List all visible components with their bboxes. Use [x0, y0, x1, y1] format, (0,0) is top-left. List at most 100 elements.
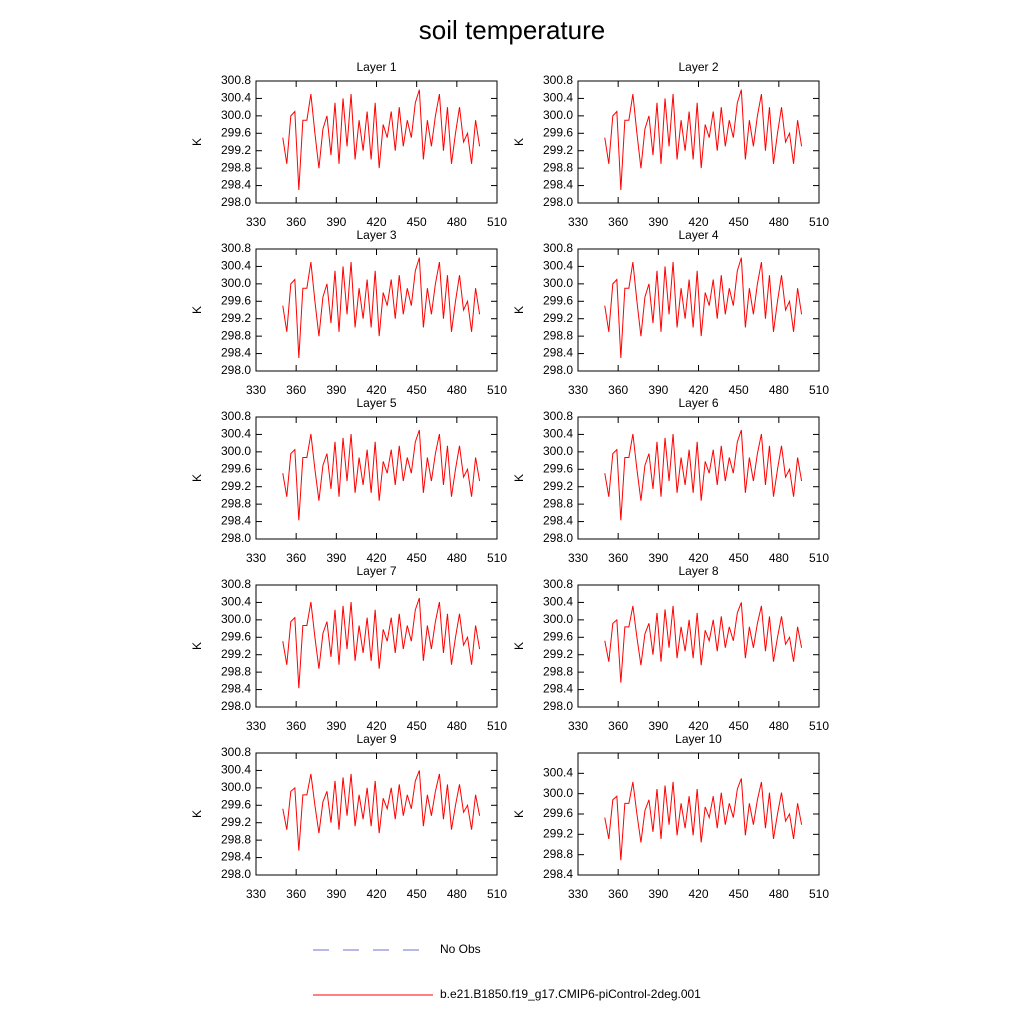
y-axis-label: K [512, 138, 526, 146]
y-tick-label: 298.4 [543, 867, 573, 881]
plot-frame [255, 416, 498, 540]
x-tick-label: 420 [688, 887, 708, 901]
x-tick-label: 480 [447, 887, 467, 901]
panel-title: Layer 9 [356, 732, 396, 746]
y-tick-label: 300.4 [221, 427, 251, 441]
y-tick-label: 299.6 [221, 629, 251, 643]
y-axis-label: K [190, 306, 204, 314]
y-tick-label: 300.8 [221, 73, 251, 87]
y-tick-label: 298.4 [221, 514, 251, 528]
x-tick-label: 330 [246, 551, 266, 565]
x-tick-label: 390 [326, 215, 346, 229]
y-tick-label: 300.0 [221, 612, 251, 626]
data-line [282, 770, 481, 851]
x-tick-label: 420 [366, 887, 386, 901]
x-tick-label: 450 [729, 215, 749, 229]
data-line [282, 89, 481, 190]
data-line [604, 778, 803, 861]
y-axis-label: K [190, 474, 204, 482]
y-tick-label: 298.0 [543, 195, 573, 209]
y-tick-label: 298.0 [221, 531, 251, 545]
y-tick-label: 300.8 [543, 577, 573, 591]
y-tick-label: 298.0 [221, 867, 251, 881]
y-axis-label: K [190, 810, 204, 818]
plot-frame [255, 584, 498, 708]
x-tick-label: 420 [366, 215, 386, 229]
panel-title: Layer 2 [678, 60, 718, 74]
plot-frame [255, 752, 498, 876]
y-tick-label: 298.8 [543, 328, 573, 342]
y-tick-label: 298.8 [543, 664, 573, 678]
x-tick-label: 480 [447, 719, 467, 733]
y-tick-label: 300.8 [221, 745, 251, 759]
x-tick-label: 330 [246, 383, 266, 397]
x-tick-label: 510 [487, 215, 507, 229]
y-axis-label: K [512, 642, 526, 650]
plot-frame [577, 584, 820, 708]
data-line [282, 257, 481, 358]
x-tick-label: 390 [648, 719, 668, 733]
y-tick-label: 299.6 [543, 629, 573, 643]
x-tick-label: 390 [648, 551, 668, 565]
x-tick-label: 510 [809, 215, 829, 229]
x-tick-label: 450 [729, 551, 749, 565]
y-tick-label: 300.8 [221, 577, 251, 591]
y-axis-label: K [512, 474, 526, 482]
x-tick-label: 480 [769, 383, 789, 397]
y-tick-label: 300.4 [221, 595, 251, 609]
y-tick-label: 300.4 [543, 259, 573, 273]
x-tick-label: 390 [326, 383, 346, 397]
y-tick-label: 300.4 [543, 427, 573, 441]
plot-frame [577, 416, 820, 540]
y-tick-label: 298.0 [543, 699, 573, 713]
y-tick-label: 298.8 [221, 664, 251, 678]
y-tick-label: 300.8 [543, 409, 573, 423]
y-tick-label: 299.2 [221, 815, 251, 829]
x-tick-label: 390 [326, 551, 346, 565]
x-tick-label: 330 [568, 383, 588, 397]
y-tick-label: 299.6 [221, 797, 251, 811]
x-tick-label: 330 [568, 719, 588, 733]
y-tick-label: 300.0 [221, 780, 251, 794]
y-axis-label: K [190, 138, 204, 146]
x-tick-label: 420 [366, 551, 386, 565]
x-tick-label: 360 [286, 719, 306, 733]
plot-frame [577, 248, 820, 372]
x-tick-label: 390 [648, 215, 668, 229]
x-tick-label: 510 [809, 719, 829, 733]
panel-title: Layer 10 [675, 732, 722, 746]
y-axis-label: K [512, 810, 526, 818]
y-tick-label: 298.0 [221, 195, 251, 209]
data-line [282, 597, 481, 689]
x-tick-label: 450 [729, 887, 749, 901]
x-tick-label: 360 [286, 551, 306, 565]
x-tick-label: 360 [608, 215, 628, 229]
y-tick-label: 299.2 [543, 143, 573, 157]
y-tick-label: 299.6 [543, 806, 573, 820]
x-tick-label: 480 [447, 215, 467, 229]
y-tick-label: 298.4 [543, 514, 573, 528]
y-tick-label: 298.8 [221, 496, 251, 510]
x-tick-label: 480 [769, 719, 789, 733]
y-tick-label: 298.4 [221, 346, 251, 360]
y-tick-label: 298.0 [221, 699, 251, 713]
y-tick-label: 300.0 [221, 276, 251, 290]
x-tick-label: 450 [407, 215, 427, 229]
y-tick-label: 298.4 [543, 178, 573, 192]
x-tick-label: 510 [487, 383, 507, 397]
y-tick-label: 298.4 [543, 682, 573, 696]
y-tick-label: 300.4 [543, 91, 573, 105]
plot-frame [577, 80, 820, 204]
x-tick-label: 330 [246, 215, 266, 229]
y-tick-label: 298.8 [543, 496, 573, 510]
y-tick-label: 299.2 [221, 311, 251, 325]
x-tick-label: 330 [568, 215, 588, 229]
y-tick-label: 298.0 [543, 363, 573, 377]
x-tick-label: 450 [729, 719, 749, 733]
x-tick-label: 480 [447, 551, 467, 565]
x-tick-label: 450 [407, 551, 427, 565]
x-tick-label: 330 [246, 887, 266, 901]
y-axis-label: K [512, 306, 526, 314]
y-tick-label: 299.2 [543, 479, 573, 493]
